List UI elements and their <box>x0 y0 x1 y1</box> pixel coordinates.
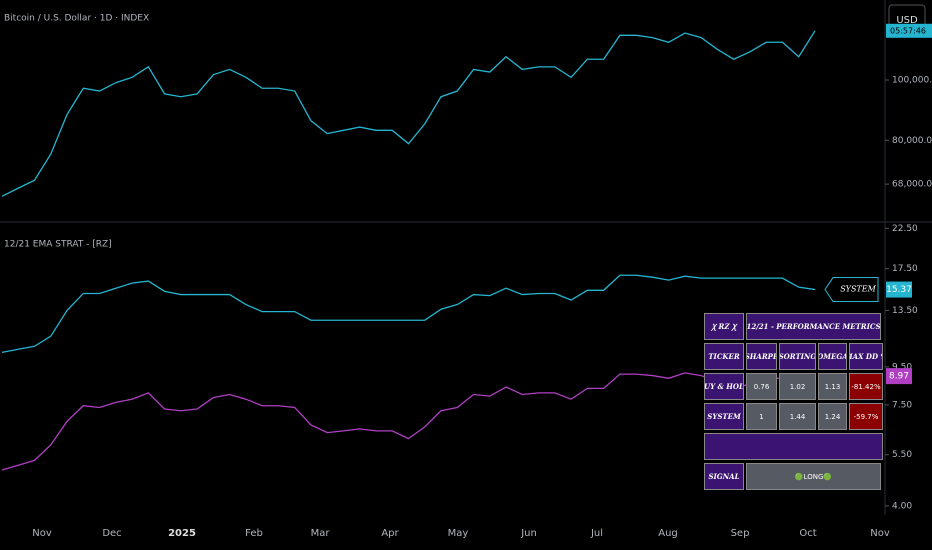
table-cell <box>704 433 883 460</box>
table-cell: 🟢LONG🟢 <box>746 463 881 490</box>
table-cell: 1.02 <box>779 373 816 400</box>
y-tick-label: 100,000.00 <box>892 76 932 86</box>
y-tick-label: 5.50 <box>892 450 912 460</box>
table-cell: 0.76 <box>746 373 777 400</box>
x-tick-label: Aug <box>658 528 678 539</box>
x-tick-label: 2025 <box>168 528 196 539</box>
table-cell: SYSTEM <box>704 403 744 430</box>
table-cell: 1.44 <box>779 403 816 430</box>
y-tick-label: 80,000.00 <box>892 136 932 146</box>
y-tick-label: 22.50 <box>892 224 918 234</box>
last-value-badge <box>886 368 912 385</box>
table-cell: BUY & HOLD <box>704 373 744 400</box>
x-tick-label: Feb <box>245 528 263 539</box>
x-tick-label: Apr <box>381 528 399 539</box>
table-cell: -59.7% <box>849 403 883 430</box>
system-tag-label: SYSTEM <box>840 285 876 294</box>
table-row: BUY & HOLD0.761.021.13-81.42% <box>704 373 883 400</box>
x-tick-label: Nov <box>32 528 52 539</box>
table-cell: SHARPE <box>746 343 777 370</box>
y-tick-label: 13.50 <box>892 306 918 316</box>
table-row: SIGNAL 🟢LONG🟢 <box>704 463 883 490</box>
table-cell: -81.42% <box>849 373 883 400</box>
table-cell: 1.24 <box>818 403 847 430</box>
countdown-label: 05:57:46 <box>890 26 926 35</box>
x-tick-label: Sep <box>731 528 750 539</box>
system-tag <box>824 277 879 303</box>
x-tick-label: Mar <box>311 528 331 539</box>
countdown-badge <box>886 23 932 38</box>
table-cell: SIGNAL <box>704 463 744 490</box>
y-tick-label: 9.50 <box>892 362 912 372</box>
table-row <box>704 433 883 460</box>
indicator-title: 12/21 EMA STRAT - [RZ] <box>4 240 112 250</box>
x-tick-label: Dec <box>102 528 121 539</box>
series-line <box>1 372 816 471</box>
y-tick-label: 7.50 <box>892 400 912 410</box>
table-row: TICKERSHARPESORTINOOMEGAMAX DD % <box>704 343 883 370</box>
last-value-label: 8.97 <box>889 372 909 382</box>
x-tick-label: Jun <box>520 528 537 539</box>
x-tick-label: Nov <box>870 528 890 539</box>
table-cell: SORTINO <box>779 343 816 370</box>
y-tick-label: 4.00 <box>892 501 912 511</box>
table-cell: MAX DD % <box>849 343 883 370</box>
x-tick-label: May <box>448 528 469 539</box>
x-tick-label: Oct <box>799 528 816 539</box>
last-value-badge <box>886 281 912 298</box>
series-line <box>1 274 816 353</box>
x-tick-label: Jul <box>590 528 603 539</box>
table-cell: Ꭓ RZ Ꭓ <box>704 313 744 340</box>
y-tick-label: 68,000.00 <box>892 180 932 190</box>
symbol-title: Bitcoin / U.S. Dollar · 1D · INDEX <box>4 14 149 24</box>
table-cell: Ꭓ 12/21 - PERFORMANCE METRICS Ꭓ <box>746 313 881 340</box>
table-cell: OMEGA <box>818 343 847 370</box>
last-value-label: 15.37 <box>886 285 912 295</box>
table-cell: 1.13 <box>818 373 847 400</box>
table-row: SYSTEM 1 1.44 1.24 -59.7% <box>704 403 883 430</box>
y-tick-label: 17.50 <box>892 264 918 274</box>
table-cell: TICKER <box>704 343 744 370</box>
table-cell: 1 <box>746 403 777 430</box>
series-line <box>1 30 816 197</box>
currency-label: USD <box>896 15 918 26</box>
